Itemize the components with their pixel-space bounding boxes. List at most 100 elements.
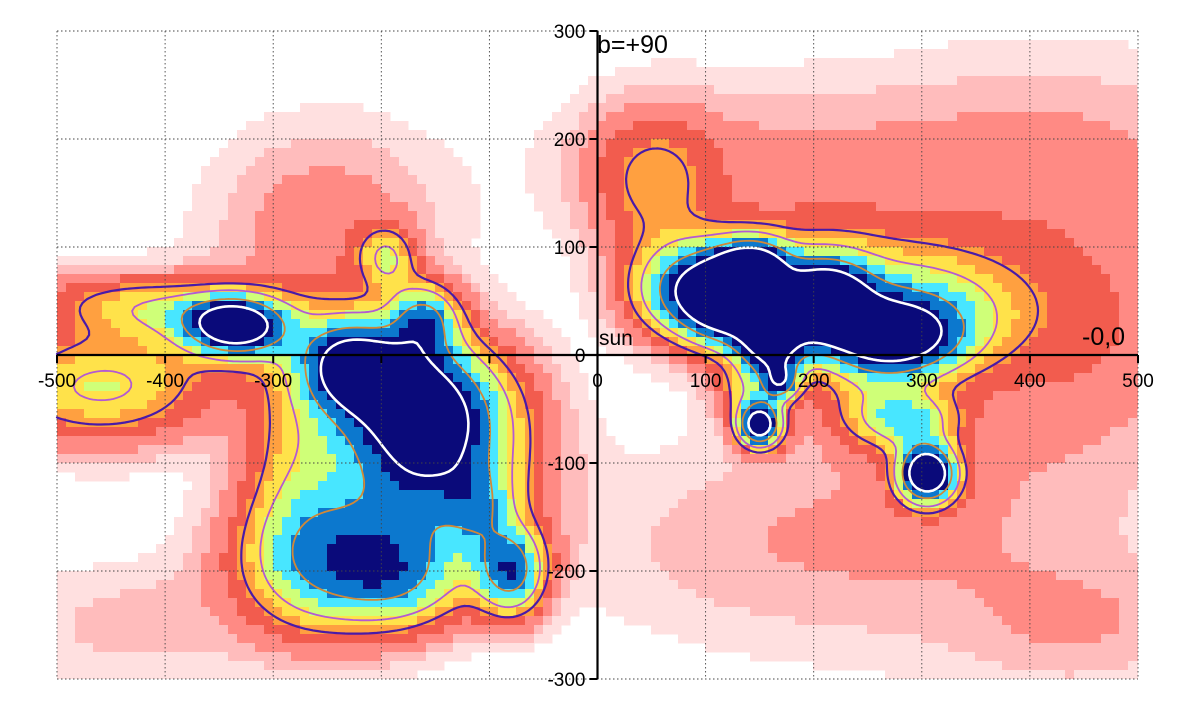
heatmap-cell bbox=[228, 364, 238, 374]
heatmap-cell bbox=[840, 247, 850, 257]
heatmap-cell bbox=[336, 130, 346, 140]
heatmap-cell bbox=[255, 463, 265, 473]
heatmap-cell bbox=[300, 175, 310, 185]
heatmap-cell bbox=[507, 355, 517, 365]
heatmap-cell bbox=[723, 229, 733, 239]
heatmap-cell bbox=[201, 346, 211, 356]
heatmap-cell bbox=[1047, 193, 1057, 203]
heatmap-cell bbox=[1083, 472, 1093, 482]
heatmap-cell bbox=[291, 310, 301, 320]
heatmap-cell bbox=[327, 454, 337, 464]
heatmap-cell bbox=[318, 481, 328, 491]
heatmap-cell bbox=[741, 391, 751, 401]
heatmap-cell bbox=[696, 220, 706, 230]
heatmap-cell bbox=[1101, 121, 1111, 131]
heatmap-cell bbox=[1065, 463, 1075, 473]
heatmap-cell bbox=[363, 337, 373, 347]
heatmap-cell bbox=[759, 85, 769, 95]
heatmap-cell bbox=[957, 481, 967, 491]
heatmap-cell bbox=[1029, 85, 1039, 95]
heatmap-cell bbox=[939, 238, 949, 248]
heatmap-cell bbox=[822, 238, 832, 248]
heatmap-cell bbox=[741, 409, 751, 419]
heatmap-cell bbox=[759, 355, 769, 365]
heatmap-cell bbox=[750, 76, 760, 86]
heatmap-cell bbox=[588, 436, 598, 446]
heatmap-cell bbox=[471, 247, 481, 257]
heatmap-cell bbox=[651, 355, 661, 365]
heatmap-cell bbox=[822, 202, 832, 212]
heatmap-cell bbox=[1065, 58, 1075, 68]
heatmap-cell bbox=[714, 427, 724, 437]
heatmap-cell bbox=[786, 247, 796, 257]
heatmap-cell bbox=[903, 346, 913, 356]
heatmap-cell bbox=[633, 85, 643, 95]
heatmap-cell bbox=[246, 373, 256, 383]
heatmap-cell bbox=[156, 427, 166, 437]
heatmap-cell bbox=[363, 382, 373, 392]
heatmap-cell bbox=[876, 193, 886, 203]
heatmap-cell bbox=[246, 148, 256, 158]
heatmap-cell bbox=[912, 148, 922, 158]
heatmap-cell bbox=[669, 103, 679, 113]
heatmap-cell bbox=[120, 373, 130, 383]
heatmap-cell bbox=[858, 427, 868, 437]
heatmap-cell bbox=[417, 229, 427, 239]
heatmap-cell bbox=[723, 427, 733, 437]
heatmap-cell bbox=[417, 175, 427, 185]
heatmap-cell bbox=[138, 274, 148, 284]
heatmap-cell bbox=[534, 463, 544, 473]
heatmap-cell bbox=[1083, 364, 1093, 374]
heatmap-cell bbox=[1083, 256, 1093, 266]
heatmap-cell bbox=[858, 166, 868, 176]
heatmap-cell bbox=[651, 481, 661, 491]
heatmap-cell bbox=[606, 292, 616, 302]
heatmap-cell bbox=[705, 220, 715, 230]
heatmap-cell bbox=[147, 310, 157, 320]
heatmap-cell bbox=[201, 202, 211, 212]
heatmap-cell bbox=[894, 220, 904, 230]
heatmap-cell bbox=[363, 139, 373, 149]
heatmap-cell bbox=[1119, 238, 1129, 248]
heatmap-cell bbox=[183, 463, 193, 473]
heatmap-cell bbox=[444, 364, 454, 374]
heatmap-cell bbox=[1074, 211, 1084, 221]
heatmap-cell bbox=[309, 175, 319, 185]
heatmap-cell bbox=[921, 283, 931, 293]
heatmap-cell bbox=[354, 382, 364, 392]
heatmap-cell bbox=[1101, 463, 1111, 473]
heatmap-cell bbox=[750, 490, 760, 500]
heatmap-cell bbox=[948, 238, 958, 248]
heatmap-cell bbox=[534, 175, 544, 185]
heatmap-cell bbox=[777, 283, 787, 293]
heatmap-cell bbox=[768, 337, 778, 347]
heatmap-cell bbox=[750, 157, 760, 167]
heatmap-cell bbox=[363, 247, 373, 257]
heatmap-cell bbox=[1002, 49, 1012, 59]
heatmap-cell bbox=[1137, 58, 1138, 68]
heatmap-cell bbox=[282, 328, 292, 338]
heatmap-cell bbox=[480, 463, 490, 473]
heatmap-cell bbox=[354, 238, 364, 248]
heatmap-cell bbox=[1110, 139, 1120, 149]
heatmap-cell bbox=[957, 364, 967, 374]
heatmap-cell bbox=[624, 229, 634, 239]
heatmap-cell bbox=[975, 319, 985, 329]
heatmap-cell bbox=[570, 121, 580, 131]
heatmap-cell bbox=[255, 139, 265, 149]
heatmap-cell bbox=[1092, 58, 1102, 68]
heatmap-cell bbox=[957, 337, 967, 347]
heatmap-cell bbox=[1092, 292, 1102, 302]
heatmap-cell bbox=[543, 193, 553, 203]
heatmap-cell bbox=[714, 274, 724, 284]
heatmap-cell bbox=[795, 274, 805, 284]
heatmap-cell bbox=[894, 148, 904, 158]
heatmap-cell bbox=[669, 265, 679, 275]
heatmap-cell bbox=[1092, 364, 1102, 374]
heatmap-cell bbox=[1038, 103, 1048, 113]
heatmap-cell bbox=[930, 112, 940, 122]
heatmap-cell bbox=[363, 418, 373, 428]
heatmap-cell bbox=[318, 220, 328, 230]
heatmap-cell bbox=[408, 454, 418, 464]
heatmap-cell bbox=[561, 103, 571, 113]
